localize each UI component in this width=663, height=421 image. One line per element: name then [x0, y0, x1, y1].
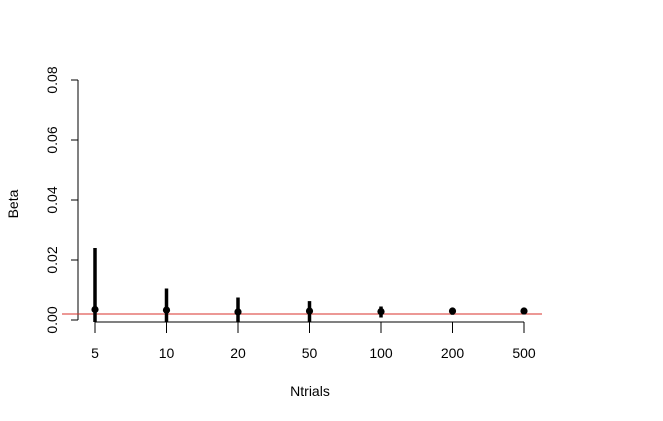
x-axis: 5 10 20 50 100 200 500 — [91, 321, 536, 361]
x-tick-label: 100 — [369, 345, 393, 361]
y-axis: 0.00 0.02 0.04 0.06 0.08 — [44, 66, 79, 334]
x-tick-label: 200 — [441, 345, 465, 361]
x-axis-label: Ntrials — [290, 383, 330, 399]
y-tick-label: 0.08 — [44, 66, 60, 93]
points-group — [91, 305, 528, 316]
data-point — [377, 308, 385, 316]
x-tick-label: 50 — [302, 345, 318, 361]
x-tick-label: 500 — [512, 345, 536, 361]
data-point — [448, 307, 457, 315]
y-tick-label: 0.02 — [44, 246, 60, 273]
x-tick-label: 10 — [159, 345, 175, 361]
y-axis-label: Beta — [5, 189, 21, 218]
x-tick-label: 20 — [230, 345, 246, 361]
data-point — [520, 307, 528, 315]
y-tick-label: 0.00 — [44, 306, 60, 333]
data-point — [162, 306, 171, 314]
data-point — [234, 308, 242, 316]
x-tick-label: 5 — [91, 345, 99, 361]
data-point — [305, 307, 314, 315]
y-tick-label: 0.04 — [44, 186, 60, 213]
y-tick-label: 0.06 — [44, 126, 60, 153]
data-point — [91, 305, 99, 314]
